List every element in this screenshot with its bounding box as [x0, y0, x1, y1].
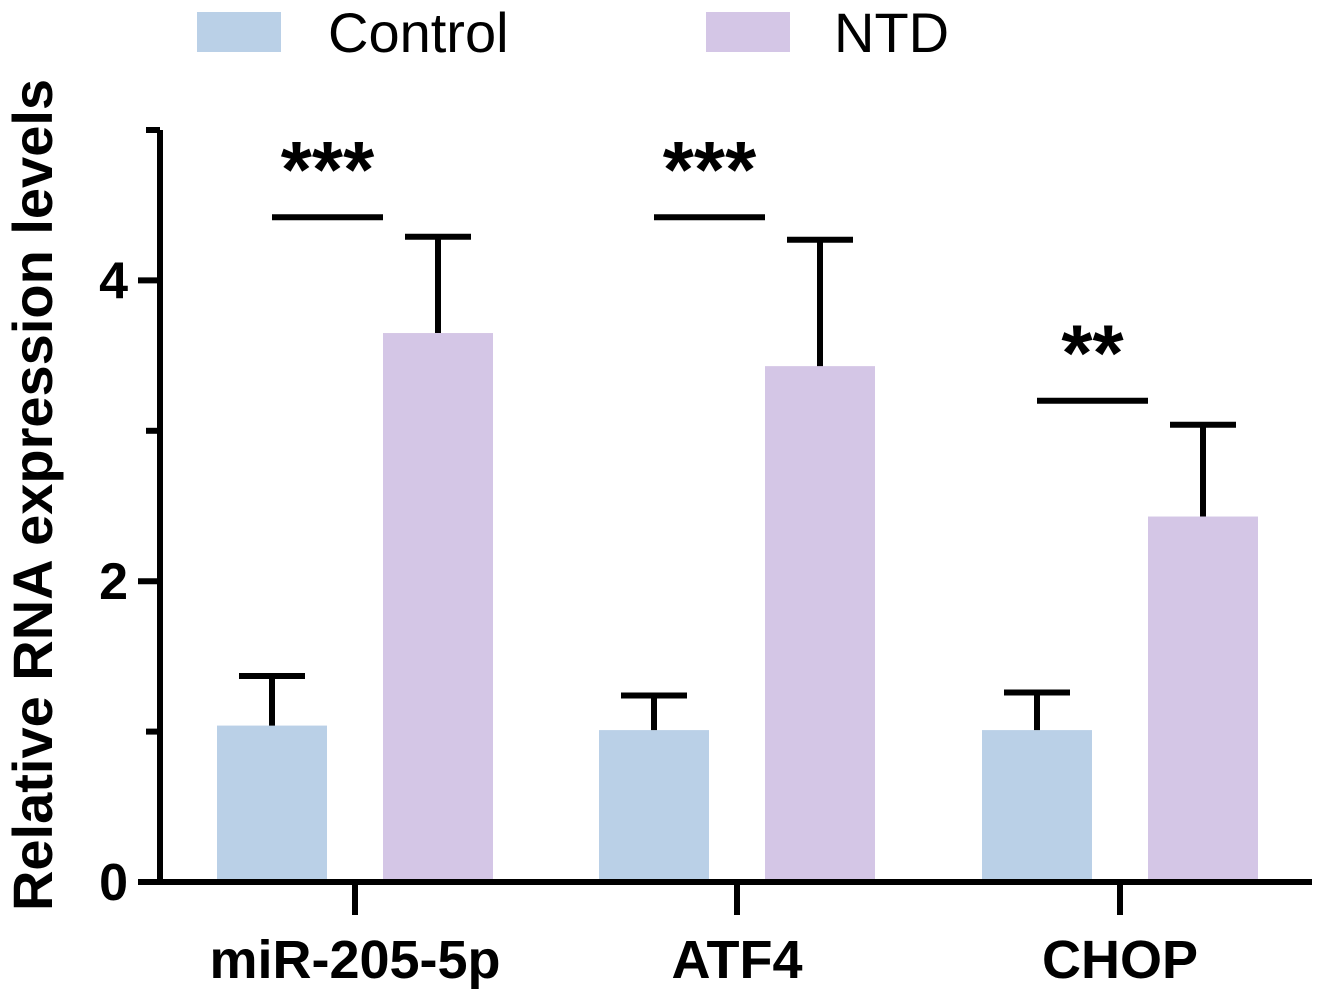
legend: Control NTD	[197, 1, 949, 64]
bar-ntd-mir-205-5p	[383, 333, 493, 882]
bar-control-chop	[982, 730, 1092, 882]
y-tick-label-0: 0	[99, 854, 128, 912]
legend-label-ntd: NTD	[834, 1, 949, 64]
significance-annotations: *** *****	[272, 125, 1148, 404]
error-bars	[239, 233, 1236, 731]
bar-control-atf4	[599, 730, 709, 882]
y-tick-label-2: 2	[99, 553, 128, 611]
axes: 0 2 4 miR-205-5p ATF4 CHOP	[99, 127, 1312, 990]
bar-ntd-atf4	[765, 366, 875, 882]
x-tick-label-atf4: ATF4	[672, 930, 803, 990]
legend-swatch-ntd	[706, 12, 790, 52]
x-tick-label-chop: CHOP	[1042, 930, 1198, 990]
bar-control-mir-205-5p	[217, 725, 327, 882]
significance-label-chop: **	[1061, 309, 1124, 398]
y-tick-label-4: 4	[99, 252, 128, 310]
significance-label-mir-205-5p: ***	[281, 125, 375, 214]
bar-ntd-chop	[1148, 516, 1258, 882]
legend-label-control: Control	[328, 1, 509, 64]
x-tick-label-mir-205-5p: miR-205-5p	[209, 930, 500, 990]
legend-swatch-control	[197, 12, 281, 52]
y-axis-label: Relative RNA expression levels	[1, 79, 64, 911]
significance-label-atf4: ***	[663, 125, 757, 214]
bars	[217, 333, 1258, 882]
